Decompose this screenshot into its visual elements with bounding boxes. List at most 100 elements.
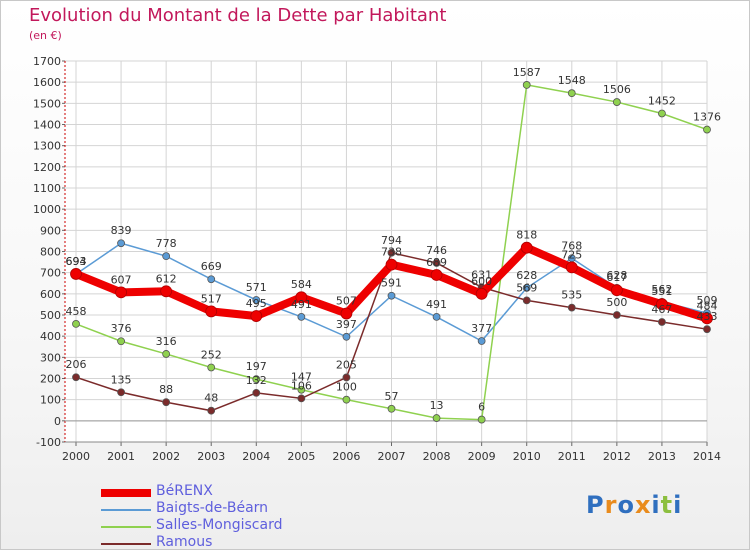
series-2-data-label: 252 bbox=[201, 348, 222, 361]
chart-title: Evolution du Montant de la Dette par Hab… bbox=[29, 5, 447, 26]
series-0-data-label: 725 bbox=[561, 248, 582, 261]
y-tick-label: 800 bbox=[40, 246, 61, 259]
series-1-point bbox=[252, 296, 261, 304]
logo-letter: i bbox=[673, 491, 683, 519]
series-3-point bbox=[162, 398, 171, 407]
legend-swatch bbox=[101, 489, 151, 497]
y-tick-label: 0 bbox=[54, 415, 61, 428]
series-3-data-label: 106 bbox=[291, 379, 312, 392]
series-0-point bbox=[295, 291, 308, 304]
series-0-data-label: 612 bbox=[156, 272, 177, 285]
series-1-data-label: 491 bbox=[426, 298, 447, 311]
series-1-data-label: 768 bbox=[561, 239, 582, 252]
series-3-data-label: 794 bbox=[381, 234, 402, 247]
series-2-data-label: 197 bbox=[246, 360, 267, 373]
series-0-data-label: 600 bbox=[471, 275, 492, 288]
y-tick-label: 1500 bbox=[33, 97, 61, 110]
x-tick-label: 2006 bbox=[332, 450, 360, 463]
series-0-data-label: 607 bbox=[111, 273, 132, 286]
y-tick-label: 1200 bbox=[33, 161, 61, 174]
logo-letter: x bbox=[634, 491, 652, 519]
series-0-data-label: 738 bbox=[381, 246, 402, 259]
series-0-point bbox=[385, 258, 398, 271]
x-tick-label: 2012 bbox=[603, 450, 631, 463]
series-2-point bbox=[207, 363, 216, 372]
series-1-point bbox=[342, 332, 351, 341]
x-tick-label: 2001 bbox=[107, 450, 135, 463]
series-3-point bbox=[207, 406, 216, 415]
chart-unit: (en €) bbox=[29, 29, 62, 42]
x-tick-label: 2004 bbox=[242, 450, 270, 463]
series-0-data-label: 617 bbox=[606, 271, 627, 284]
series-2-data-label: 316 bbox=[156, 335, 177, 348]
series-3-point bbox=[612, 311, 621, 319]
series-1-data-label: 693 bbox=[66, 255, 87, 268]
series-3-data-label: 132 bbox=[246, 374, 267, 387]
series-2-data-label: 1587 bbox=[513, 66, 541, 79]
series-2-data-label: 458 bbox=[66, 305, 87, 318]
series-0-point bbox=[565, 261, 578, 274]
series-0-point bbox=[430, 269, 443, 281]
series-0-point bbox=[115, 286, 127, 299]
series-2-point bbox=[117, 337, 125, 346]
series-2-data-label: 57 bbox=[385, 390, 399, 403]
series-0-data-label: 584 bbox=[291, 278, 312, 291]
proxiti-logo: Proxiti bbox=[586, 491, 682, 519]
series-2-point bbox=[252, 375, 261, 384]
y-tick-label: 600 bbox=[40, 288, 61, 301]
series-1-data-label: 669 bbox=[201, 260, 222, 273]
series-2-data-label: 376 bbox=[111, 322, 132, 335]
x-tick-label: 2003 bbox=[197, 450, 225, 463]
series-0-point bbox=[250, 310, 263, 322]
x-tick-label: 2008 bbox=[423, 450, 451, 463]
series-2-data-label: 6 bbox=[478, 401, 485, 414]
y-tick-label: 1400 bbox=[33, 119, 61, 132]
legend-label: Baigts-de-Béarn bbox=[156, 500, 269, 516]
series-3-data-label: 48 bbox=[204, 392, 218, 405]
series-1-data-label: 562 bbox=[651, 283, 672, 296]
series-3-data-label: 206 bbox=[66, 358, 87, 371]
y-tick-label: -100 bbox=[36, 436, 61, 449]
logo-letter: P bbox=[586, 491, 605, 519]
series-3-data-label: 569 bbox=[516, 281, 537, 294]
series-0-data-label: 689 bbox=[426, 256, 447, 269]
series-0-point bbox=[656, 298, 668, 311]
x-tick-label: 2002 bbox=[152, 450, 180, 463]
legend-label: Salles-Mongiscard bbox=[156, 517, 283, 533]
y-tick-label: 500 bbox=[40, 309, 61, 322]
y-tick-label: 400 bbox=[40, 330, 61, 343]
series-0-point bbox=[70, 268, 82, 280]
series-0-point bbox=[475, 287, 488, 300]
series-0-point bbox=[205, 305, 218, 318]
series-2-point bbox=[567, 89, 576, 98]
series-2-point bbox=[477, 415, 486, 424]
series-2-data-label: 1548 bbox=[558, 74, 586, 87]
series-1-data-label: 571 bbox=[246, 281, 267, 294]
series-2-data-label: 147 bbox=[291, 371, 312, 384]
series-2-data-label: 13 bbox=[430, 399, 444, 412]
x-tick-label: 2005 bbox=[287, 450, 315, 463]
y-tick-label: 1100 bbox=[33, 182, 61, 195]
series-2-point bbox=[703, 125, 711, 134]
series-0-data-label: 694 bbox=[66, 255, 87, 268]
series-0-data-label: 484 bbox=[697, 299, 718, 312]
series-0-data-label: 818 bbox=[516, 229, 537, 242]
x-tick-label: 2009 bbox=[468, 450, 496, 463]
series-3-point bbox=[432, 259, 441, 267]
series-0-data-label: 517 bbox=[201, 292, 222, 305]
series-1-data-label: 509 bbox=[697, 294, 718, 307]
series-3-point bbox=[567, 303, 576, 312]
logo-letter: t bbox=[660, 491, 674, 519]
y-tick-label: 1000 bbox=[33, 203, 61, 216]
series-0-data-label: 551 bbox=[651, 285, 672, 298]
series-2-point bbox=[342, 395, 351, 404]
series-3-point bbox=[297, 394, 306, 403]
legend-label: BéRENX bbox=[156, 483, 213, 499]
logo-letter: o bbox=[617, 491, 635, 519]
series-3-point bbox=[387, 248, 396, 257]
series-3-point bbox=[117, 388, 125, 397]
series-2-point bbox=[72, 319, 80, 328]
series-2-point bbox=[612, 98, 621, 106]
